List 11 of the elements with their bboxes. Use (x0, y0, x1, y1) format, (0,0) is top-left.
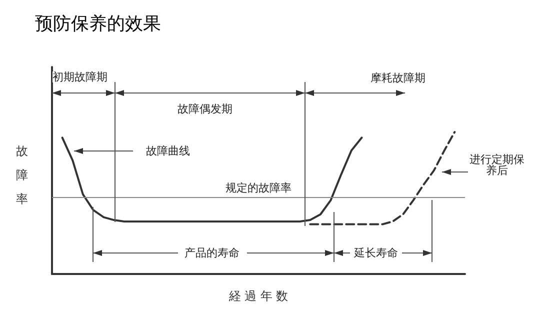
ref-line-label: 规定的故障率 (226, 181, 292, 194)
annotation: 故障曲线 (146, 144, 190, 158)
annotation: 延长寿命 (353, 246, 398, 260)
chart-title: 预防保养的效果 (35, 14, 161, 34)
x-axis-title: 経 過 年 数 (228, 289, 288, 303)
text: 初期故障期 (52, 70, 108, 84)
text: 故障偶发期 (178, 102, 232, 116)
annotation: 产品的寿命 (184, 246, 240, 260)
text: 摩耗故障期 (370, 72, 426, 84)
text: 进行定期保养后 (470, 153, 524, 177)
y-axis-title: 故障率 (16, 144, 28, 206)
